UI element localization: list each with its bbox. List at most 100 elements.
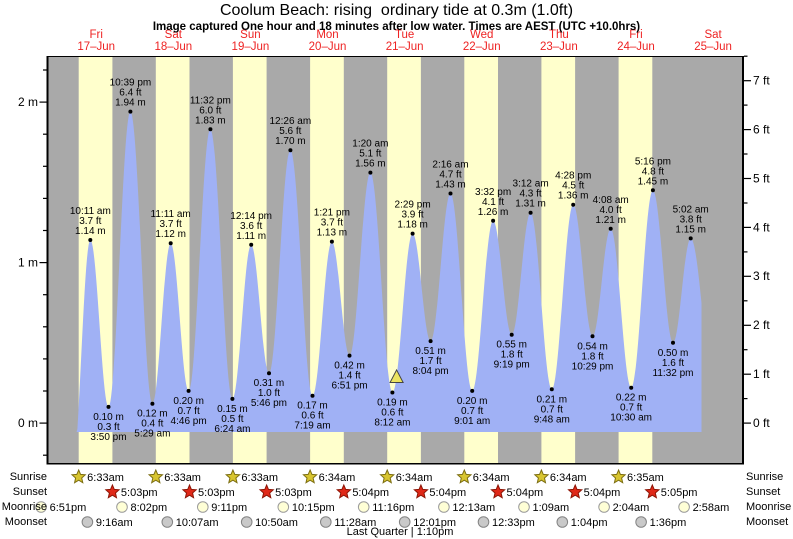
right-axis-tick-label: 0 ft: [753, 416, 770, 430]
right-axis-tick: [744, 80, 751, 82]
high-tide-label: 2:16 am: [432, 159, 468, 170]
low-tide-label: 0.50 m: [658, 348, 689, 359]
tide-extreme-dot: [390, 390, 395, 395]
day-name-label: Tue: [395, 29, 414, 41]
tide-extreme-dot: [509, 332, 514, 337]
day-date-label: 25–Jun: [694, 41, 732, 53]
tide-extreme-dot: [347, 353, 352, 358]
moonset-icon: [398, 516, 411, 528]
tide-extreme-dot: [230, 396, 235, 401]
right-axis-tick-label: 5 ft: [753, 171, 770, 185]
right-axis-tick: [744, 104, 748, 106]
low-tide-label: 0.19 m: [377, 398, 408, 409]
right-axis-tick-label: 4 ft: [753, 220, 770, 234]
tide-extreme-dot: [528, 210, 533, 215]
sunset-time-label: 5:05pm: [661, 487, 698, 499]
right-axis-tick: [744, 349, 748, 351]
sunrise-icon: [70, 468, 87, 484]
low-tide-label: 11:32 pm: [653, 368, 694, 379]
left-axis-tick: [43, 197, 47, 199]
low-tide-label: 0.42 m: [334, 361, 365, 372]
low-tide-label: 0.7 ft: [620, 403, 642, 414]
sunrise-time-label: 6:33am: [241, 472, 278, 484]
high-tide-label: 1.12 m: [155, 229, 186, 240]
low-tide-label: 0.55 m: [496, 340, 527, 351]
sunset-time-label: 5:04pm: [507, 487, 544, 499]
tide-extreme-dot: [208, 127, 213, 132]
right-axis-tick-label: 7 ft: [753, 74, 770, 88]
left-axis-tick-label: 1 m: [18, 256, 38, 270]
sunrise-icon: [610, 468, 627, 484]
day-name-label: Sun: [240, 29, 260, 41]
moonrise-icon: [35, 501, 47, 513]
left-axis-tick: [39, 262, 47, 264]
low-tide-label: 0.17 m: [297, 401, 328, 412]
low-tide-label: 0.7 ft: [541, 404, 563, 415]
moonrise-icon: [438, 501, 450, 513]
left-axis-tick: [43, 326, 47, 328]
sunset-row-label-right: Sunset: [746, 486, 781, 498]
left-axis-tick: [43, 294, 47, 296]
low-tide-label: 0.5 ft: [221, 414, 243, 425]
high-tide-label: 3:12 am: [513, 179, 549, 190]
high-tide-label: 3:32 pm: [475, 187, 511, 198]
low-tide-label: 1.7 ft: [419, 356, 441, 367]
low-tide-label: 1.4 ft: [338, 371, 360, 382]
right-axis-tick: [744, 422, 751, 424]
low-tide-label: 7:19 am: [294, 421, 330, 432]
moonset-icon: [635, 516, 647, 528]
low-tide-label: 0.7 ft: [178, 406, 200, 417]
high-tide-label: 1.70 m: [275, 136, 306, 147]
low-tide-label: 0.3 ft: [97, 422, 119, 433]
low-tide-label: 0.12 m: [137, 409, 168, 420]
tide-extreme-dot: [549, 387, 554, 392]
high-tide-label: 4.3 ft: [519, 189, 541, 200]
sunset-time-label: 5:03pm: [121, 487, 158, 499]
day-name-label: Fri: [89, 29, 102, 41]
sunrise-time-label: 6:34am: [396, 472, 433, 484]
high-tide-label: 1.56 m: [355, 159, 386, 170]
low-tide-label: 1.6 ft: [662, 358, 684, 369]
high-tide-label: 11:11 am: [151, 209, 191, 220]
high-tide-label: 1.94 m: [115, 98, 146, 109]
moonset-icon: [81, 516, 94, 528]
low-tide-label: 6:24 am: [214, 424, 250, 435]
low-tide-label: 5:29 am: [134, 429, 170, 440]
low-tide-label: 5:46 pm: [251, 398, 287, 409]
moonrise-icon: [357, 501, 370, 513]
moonset-icon: [320, 516, 332, 528]
moonset-time-label: 11:28am: [334, 517, 376, 529]
tide-extreme-dot: [671, 340, 675, 345]
right-axis-tick-label: 1 ft: [753, 367, 770, 381]
tide-extreme-dot: [310, 393, 315, 398]
left-axis-tick-label: 0 m: [18, 416, 38, 430]
low-tide-label: 0.22 m: [616, 393, 647, 404]
tide-extreme-dot: [428, 339, 433, 344]
tide-extreme-dot: [491, 218, 496, 223]
sunset-icon: [181, 483, 198, 499]
high-tide-label: 1.45 m: [638, 176, 669, 187]
low-tide-label: 0.10 m: [93, 412, 124, 423]
sunset-icon: [104, 483, 121, 499]
low-tide-label: 0.4 ft: [141, 419, 163, 430]
right-axis-tick: [744, 129, 751, 131]
low-tide-label: 1.8 ft: [501, 350, 523, 361]
sunrise-time-label: 6:34am: [319, 472, 356, 484]
high-tide-label: 3.9 ft: [401, 210, 423, 221]
tide-extreme-dot: [470, 388, 475, 393]
sunrise-time-label: 6:33am: [164, 472, 201, 484]
right-axis-tick-label: 6 ft: [753, 122, 770, 136]
tide-extreme-dot: [448, 191, 453, 196]
high-tide-label: 4.8 ft: [642, 166, 664, 177]
day-date-label: 19–Jun: [232, 41, 270, 53]
day-date-label: 18–Jun: [154, 41, 192, 53]
moonrise-icon: [197, 501, 209, 513]
chart-subtitle: Image captured One hour and 18 minutes a…: [152, 21, 641, 33]
high-tide-label: 5.1 ft: [359, 149, 381, 160]
low-tide-label: 0.20 m: [173, 396, 204, 407]
sunrise-time-label: 6:34am: [550, 472, 587, 484]
day-name-label: Fri: [629, 29, 642, 41]
tide-extreme-dot: [650, 188, 655, 193]
sunset-icon: [490, 483, 506, 499]
